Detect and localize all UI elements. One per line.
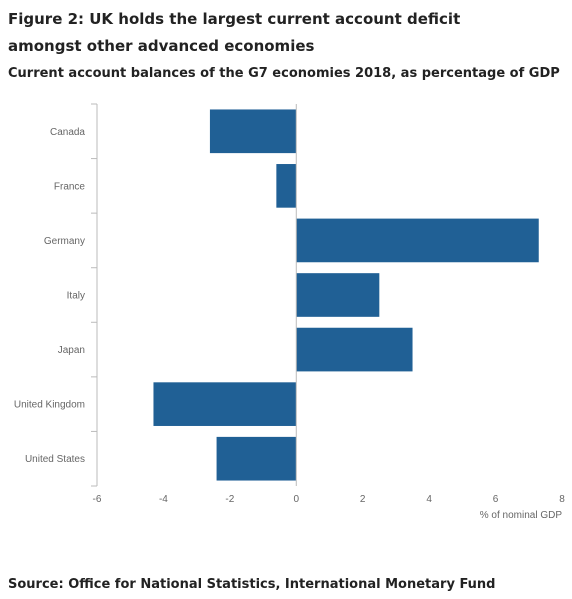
bar-france [276, 164, 297, 208]
chart-title: Figure 2: UK holds the largest current a… [8, 10, 461, 55]
y-axis-ticks [91, 103, 97, 487]
bar-germany [296, 218, 539, 263]
bar-canada [209, 109, 297, 154]
y-axis-label: Japan [58, 345, 85, 356]
x-axis-tick-labels: -6 -4 -2 0 2 4 6 8 [93, 494, 566, 505]
x-axis-tick-label: -2 [225, 494, 234, 505]
x-axis-tick-label: 2 [360, 494, 366, 505]
bar-chart: Canada France Germany Italy Japan United King… [14, 103, 566, 521]
bar-japan [296, 327, 413, 372]
x-axis-title: % of nominal GDP [480, 510, 563, 521]
y-axis-label: United States [25, 454, 85, 465]
y-axis-label: Canada [50, 127, 85, 138]
y-axis-labels: Canada France Germany Italy Japan United King… [14, 127, 86, 465]
bars [153, 109, 539, 481]
chart-subtitle: Current account balances of the G7 econo… [8, 66, 560, 81]
y-axis-label: United Kingdom [14, 400, 85, 411]
x-axis-tick-label: 4 [426, 494, 432, 505]
x-axis-tick-label: 8 [559, 494, 565, 505]
x-axis-tick-label: -4 [159, 494, 168, 505]
bar-united-kingdom [153, 382, 297, 426]
bar-united-states [216, 436, 297, 481]
source-note: Source: Office for National Statistics, … [8, 577, 496, 592]
x-axis-tick-label: 6 [493, 494, 499, 505]
y-axis-label: France [54, 181, 86, 192]
bar-italy [296, 273, 380, 317]
x-axis-tick-label: 0 [294, 494, 300, 505]
y-axis-label: Italy [67, 291, 85, 302]
x-axis-tick-label: -6 [93, 494, 102, 505]
y-axis-label: Germany [44, 236, 85, 247]
